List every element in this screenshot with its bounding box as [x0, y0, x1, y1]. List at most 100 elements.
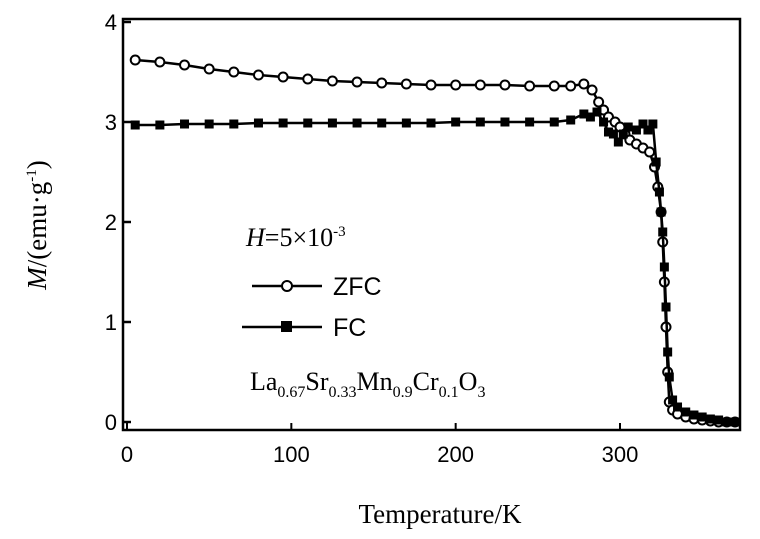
y-axis-ticks: 0 1 2 3 4 [105, 10, 131, 435]
formula-element: Mn [357, 367, 393, 396]
data-point-fc [603, 127, 613, 137]
data-point-fc [579, 109, 589, 119]
data-point-fc [618, 129, 628, 139]
y-tick-label: 3 [105, 110, 117, 135]
x-axis-ticks: 0 100 200 300 [121, 423, 638, 467]
data-point-fc [525, 117, 535, 127]
data-point-fc [697, 412, 707, 422]
data-point-fc [180, 119, 190, 129]
data-point-fc [500, 117, 510, 127]
data-point-fc [426, 118, 436, 128]
legend-fc-label: FC [333, 314, 366, 342]
data-point-fc [654, 187, 664, 197]
data-point-fc [613, 137, 623, 147]
data-point-zfc [400, 78, 412, 90]
formula-element: O [459, 367, 478, 396]
compound-formula: La0.67Sr0.33Mn0.9Cr0.1O3 [250, 367, 485, 401]
data-point-zfc [326, 75, 338, 87]
data-point-zfc [302, 73, 314, 85]
data-point-fc [204, 119, 214, 129]
y-tick-label: 1 [105, 310, 117, 335]
data-point-zfc [450, 79, 462, 91]
data-point-zfc [548, 80, 560, 92]
data-point-fc [681, 407, 691, 417]
data-point-fc [377, 118, 387, 128]
data-point-zfc [252, 69, 264, 81]
data-point-zfc [228, 66, 240, 78]
data-point-fc [303, 118, 313, 128]
data-point-fc [661, 302, 671, 312]
data-point-fc [130, 120, 140, 130]
legend-fc-marker [281, 321, 292, 332]
data-point-zfc [129, 54, 141, 66]
data-point-zfc [203, 63, 215, 75]
data-point-zfc [179, 59, 191, 71]
data-point-zfc [524, 80, 536, 92]
legend-zfc-marker [281, 280, 293, 292]
data-point-fc [608, 129, 618, 139]
series-layer [129, 54, 741, 428]
formula-subscript: 3 [477, 384, 485, 401]
data-point-zfc [586, 84, 598, 96]
data-point-zfc [644, 146, 656, 158]
data-point-zfc [277, 71, 289, 83]
data-point-zfc [376, 77, 388, 89]
x-axis-title: Temperature/K [358, 499, 522, 529]
data-point-fc [658, 227, 668, 237]
y-axis-title: M/(emu·g-1) [22, 160, 52, 290]
field-annotation: H=5×10-3 [245, 223, 346, 252]
data-point-fc [592, 107, 602, 117]
data-point-fc [585, 112, 595, 122]
data-point-fc [475, 117, 485, 127]
data-point-fc [722, 417, 732, 427]
data-point-fc [714, 415, 724, 425]
data-point-fc [689, 410, 699, 420]
y-tick-label: 4 [105, 10, 117, 35]
data-point-fc [656, 207, 666, 217]
formula-subscript: 0.67 [277, 384, 305, 401]
x-tick-label: 100 [273, 442, 310, 467]
data-point-fc [638, 119, 648, 129]
data-point-fc [229, 119, 239, 129]
data-point-fc [631, 125, 641, 135]
data-point-fc [566, 115, 576, 125]
data-point-fc [401, 118, 411, 128]
data-point-fc [623, 122, 633, 132]
data-point-fc [730, 417, 740, 427]
data-point-fc [705, 414, 715, 424]
x-tick-label: 0 [121, 442, 133, 467]
data-point-fc [648, 119, 658, 129]
data-point-zfc [578, 78, 590, 90]
data-point-fc [327, 118, 337, 128]
data-point-fc [549, 117, 559, 127]
data-point-zfc [425, 79, 437, 91]
formula-element: Sr [305, 367, 328, 396]
legend: ZFC FC [242, 273, 382, 342]
x-tick-label: 200 [437, 442, 474, 467]
data-point-zfc [499, 79, 511, 91]
x-tick-label: 300 [602, 442, 639, 467]
formula-element: La [250, 367, 278, 396]
y-tick-label: 0 [105, 410, 117, 435]
data-point-fc [673, 402, 683, 412]
legend-zfc-label: ZFC [333, 273, 382, 301]
formula-subscript: 0.33 [329, 384, 357, 401]
data-point-fc [668, 395, 678, 405]
data-point-fc [278, 118, 288, 128]
data-point-zfc [593, 96, 605, 108]
y-tick-label: 2 [105, 210, 117, 235]
data-point-fc [451, 117, 461, 127]
data-point-fc [659, 262, 669, 272]
data-point-fc [352, 118, 362, 128]
data-point-fc [643, 125, 653, 135]
formula-element: Cr [413, 367, 439, 396]
data-point-fc [253, 118, 263, 128]
data-point-fc [599, 117, 609, 127]
data-point-fc [155, 120, 165, 130]
data-point-fc [651, 157, 661, 167]
data-point-zfc [565, 80, 577, 92]
data-point-fc [664, 372, 674, 382]
data-point-zfc [154, 56, 166, 68]
formula-subscript: 0.1 [439, 384, 459, 401]
